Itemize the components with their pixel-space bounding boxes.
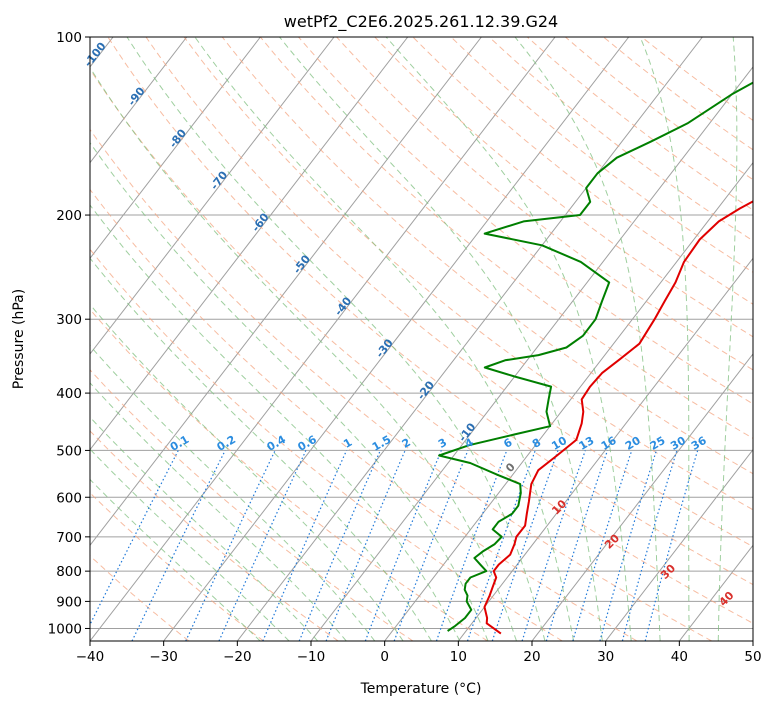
dry-adiabat-line (90, 68, 753, 624)
x-tick-label: −20 (223, 649, 252, 665)
isotherm-line (90, 37, 335, 355)
chart-title: wetPf2_C2E6.2025.261.12.39.G24 (284, 12, 558, 32)
mixing-ratio-line (621, 450, 678, 641)
x-tick-label: −40 (76, 649, 105, 665)
dry-adiabat-line (90, 308, 488, 641)
mixing-ratio-line (364, 450, 442, 641)
mixing-ratio-line (491, 450, 559, 641)
moist-adiabat-line (90, 66, 517, 641)
y-tick-label: 700 (56, 530, 82, 546)
moist-adiabat-line (514, 37, 661, 641)
plot-background (90, 37, 753, 641)
moist-adiabat-line (90, 416, 319, 641)
moist-adiabat-line (90, 141, 489, 641)
mixing-ratio-line (262, 450, 348, 641)
moist-adiabat-line (385, 37, 632, 641)
profile-series (438, 81, 753, 635)
isotherm-line (752, 640, 753, 641)
mixing-ratio-line (298, 450, 381, 641)
y-tick-label: 100 (56, 30, 82, 46)
moist-adiabat-line (717, 37, 738, 641)
y-tick-label: 400 (56, 386, 82, 402)
isotherm-line (90, 37, 556, 641)
mixing-ratio-line (644, 450, 699, 641)
dry-adiabat-line (298, 37, 753, 405)
moist-adiabat-line (194, 37, 575, 641)
y-tick-label: 600 (56, 490, 82, 506)
moist-adiabat-line (639, 37, 690, 641)
mixing-ratio-line (325, 450, 406, 641)
dry-adiabat-line (90, 248, 563, 641)
isotherm-line (384, 161, 753, 641)
dry-adiabat-line (90, 128, 712, 641)
isotherm-line (457, 257, 753, 641)
moist-adiabat-line (90, 478, 261, 641)
isotherm-line (90, 37, 409, 451)
dry-adiabat-line (374, 37, 753, 338)
y-tick-label: 200 (56, 208, 82, 224)
x-tick-label: −30 (149, 649, 178, 665)
x-axis: −40 −30 −20 −10 0 10 20 30 40 50 (76, 641, 762, 665)
isotherm-line (90, 37, 188, 164)
y-tick-label: 300 (56, 312, 82, 328)
isotherm-line (163, 37, 630, 641)
x-tick-label: 0 (380, 649, 389, 665)
dry-adiabat-line (90, 188, 638, 641)
dry-adiabat-line (90, 430, 339, 641)
dewpoint-profile-line (438, 81, 753, 632)
y-tick-label: 900 (56, 594, 82, 610)
moist-adiabat-line (90, 257, 432, 641)
mixing-ratio-line (572, 450, 633, 641)
moist-adiabat-line (90, 448, 290, 641)
x-tick-label: 30 (597, 649, 614, 665)
y-tick-label: 1000 (48, 621, 82, 637)
dry-adiabat-line (90, 369, 414, 641)
mixing-ratio-line (545, 450, 609, 641)
dry-adiabat-line (90, 555, 190, 641)
mixing-ratio-line (466, 450, 536, 641)
x-tick-label: 40 (671, 649, 688, 665)
x-tick-label: 20 (523, 649, 540, 665)
moist-adiabat-line (90, 344, 376, 641)
temperature-profile-line (483, 200, 753, 635)
x-tick-label: 50 (744, 649, 761, 665)
moist-adiabat-line (126, 37, 546, 641)
isotherm-line (90, 37, 261, 260)
isotherm-line (605, 448, 753, 641)
x-tick-label: −10 (297, 649, 326, 665)
y-tick-label: 800 (56, 564, 82, 580)
x-tick-label: 10 (450, 649, 467, 665)
moist-adiabat-line (90, 303, 404, 641)
y-axis-label: Pressure (hPa) (11, 289, 27, 389)
dry-adiabat-line (145, 37, 753, 548)
mixing-ratio-line (521, 450, 586, 641)
isotherm-line (90, 37, 482, 547)
isotherm-line (236, 37, 703, 641)
mixing-ratio-line (599, 450, 657, 641)
mixing-ratio-line (435, 450, 508, 641)
mixing-ratio-line (90, 450, 179, 626)
dry-adiabat-line (107, 37, 753, 586)
x-axis-label: Temperature (°C) (360, 681, 482, 697)
y-tick-label: 500 (56, 443, 82, 459)
plot-frame (89, 36, 754, 642)
moist-adiabat-line (279, 37, 603, 641)
mixing-ratio-line (393, 450, 469, 641)
dry-adiabat-line (336, 37, 753, 371)
isotherm-line (531, 353, 753, 641)
background-lines (90, 37, 753, 641)
y-axis: 100 200 300 400 500 600 700 800 900 1000 (48, 30, 90, 637)
